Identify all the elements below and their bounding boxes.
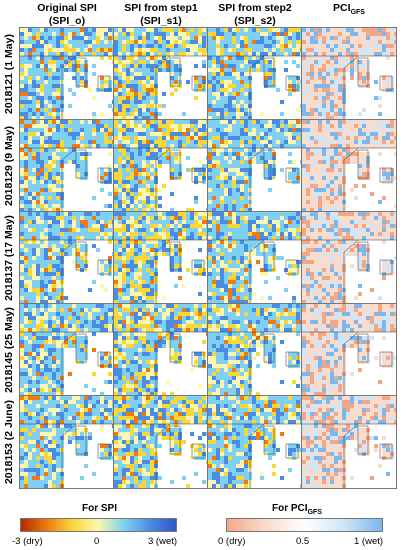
map-panel: [113, 211, 209, 305]
map-panel: [301, 119, 397, 213]
pci-tick-dry: 0 (dry): [218, 536, 246, 547]
map-panel: [301, 303, 397, 397]
row-label: 2018121 (1 May): [3, 34, 16, 114]
pci-colorbar: [226, 518, 383, 532]
row-label: 2018137 (17 May): [3, 215, 15, 301]
spi-legend-title: For SPI: [82, 503, 118, 514]
map-panel: [207, 303, 303, 397]
column-header-spi-o: Original SPI (SPI_o): [20, 2, 114, 28]
map-panel: [19, 303, 115, 397]
column-header-spi-s2: SPI from step2 (SPI_s2): [208, 2, 302, 28]
map-panel: [113, 119, 209, 213]
spi-tick-wet: 3 (wet): [148, 536, 178, 547]
pci-legend-title: For PCIGFS: [272, 503, 322, 516]
map-panel: [207, 27, 303, 121]
column-header-pci: PCIGFS: [302, 2, 396, 19]
spi-tick-dry: -3 (dry): [12, 536, 43, 547]
column-title: SPI from step2: [218, 2, 292, 14]
map-panel: [207, 395, 303, 489]
map-panel: [113, 395, 209, 489]
map-panel: [113, 303, 209, 397]
map-panel: [19, 27, 115, 121]
column-subtitle: (SPI_o): [48, 15, 86, 27]
row-label: 2018153 (2 June): [3, 399, 15, 485]
map-panel: [301, 211, 397, 305]
column-title: PCI: [333, 2, 351, 14]
map-panel: [19, 395, 115, 489]
pci-tick-mid: 0.5: [296, 536, 310, 547]
pci-tick-wet: 1 (wet): [354, 536, 384, 547]
map-panel: [19, 211, 115, 305]
map-panel: [207, 211, 303, 305]
map-panel: [301, 27, 397, 121]
map-panel: [113, 27, 209, 121]
column-title-subscript: GFS: [350, 9, 365, 17]
column-subtitle: (SPI_s2): [234, 15, 276, 27]
map-panel: [207, 119, 303, 213]
spi-colorbar: [20, 518, 177, 532]
column-subtitle: (SPI_s1): [140, 15, 182, 27]
column-title: SPI from step1: [124, 2, 198, 14]
row-label: 2018129 (9 May): [3, 126, 16, 206]
spi-tick-zero: 0: [94, 536, 100, 547]
column-header-spi-s1: SPI from step1 (SPI_s1): [114, 2, 208, 28]
map-panel: [19, 119, 115, 213]
row-label: 2018145 (25 May): [3, 307, 15, 393]
map-panel: [301, 395, 397, 489]
column-title: Original SPI: [37, 2, 97, 14]
